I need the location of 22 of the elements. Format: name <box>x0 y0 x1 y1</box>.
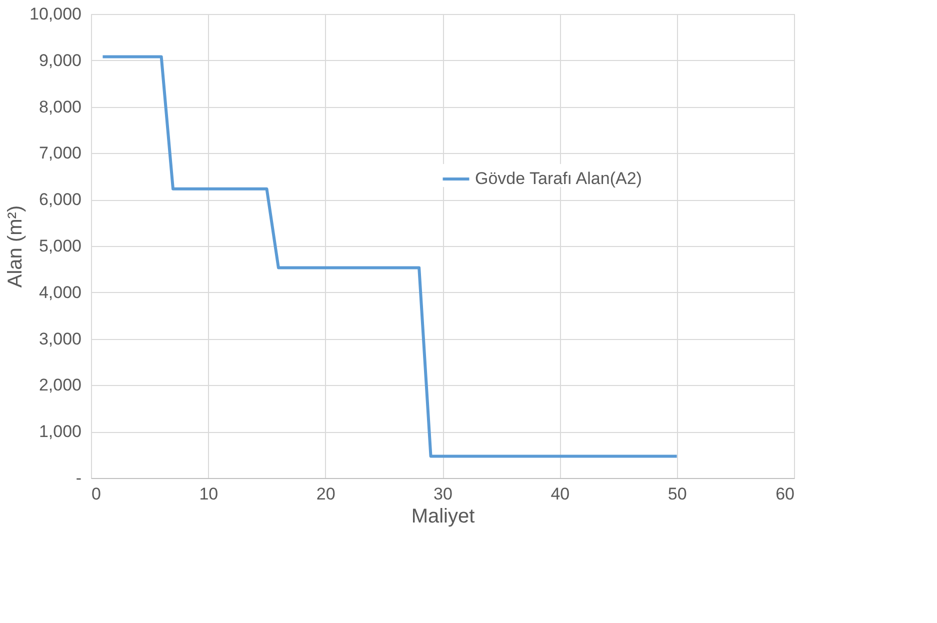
y-tick-label: 5,000 <box>38 236 82 256</box>
y-tick-label: 8,000 <box>38 97 82 116</box>
y-tick-label: 9,000 <box>38 50 82 70</box>
y-tick-label: 10,000 <box>30 4 82 24</box>
x-tick-label: 10 <box>199 484 218 504</box>
legend-label: Gövde Tarafı Alan(A2) <box>475 169 642 188</box>
x-tick-label: 0 <box>92 484 101 504</box>
y-tick-label: 2,000 <box>38 376 82 395</box>
y-tick-label: 7,000 <box>38 144 82 163</box>
x-tick-label: 60 <box>776 484 794 504</box>
y-axis-title: Alan (m²) <box>4 205 27 288</box>
y-tick-label: 3,000 <box>38 329 82 348</box>
y-tick-label: 6,000 <box>38 190 82 210</box>
y-tick-label: 4,000 <box>38 282 82 302</box>
x-tick-label: 40 <box>550 484 570 504</box>
y-tick-label: - <box>76 468 82 488</box>
x-tick-label: 20 <box>316 484 336 504</box>
line-series <box>101 55 678 458</box>
x-tick-label: 30 <box>434 484 452 504</box>
x-tick-label: 50 <box>668 484 687 504</box>
x-axis-title: Maliyet <box>411 506 476 528</box>
y-tick-label: 1,000 <box>38 422 82 442</box>
